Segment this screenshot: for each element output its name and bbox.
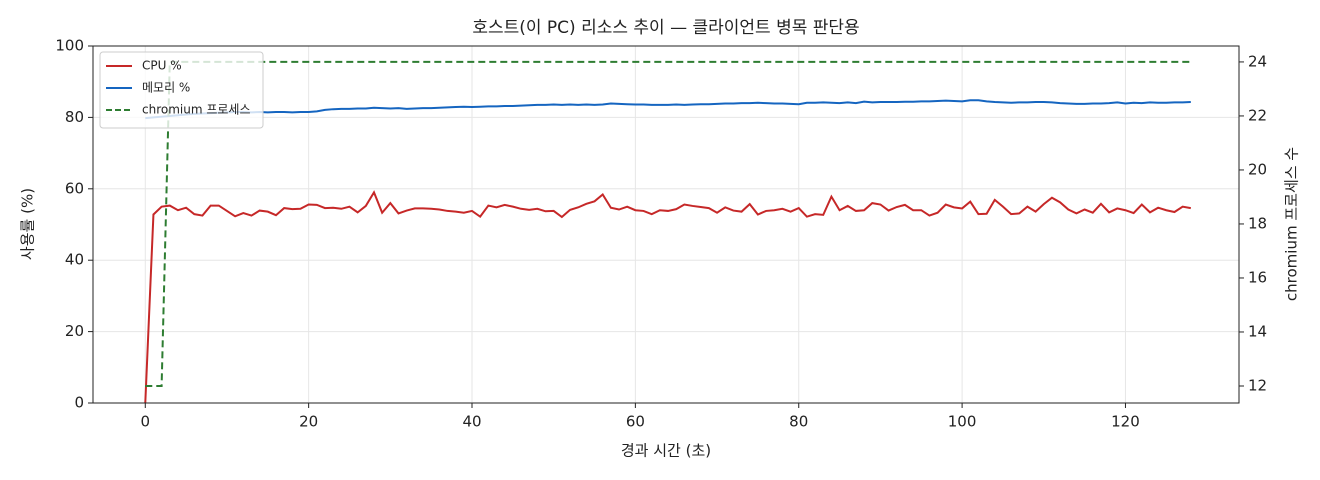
y-tick-label: 20 [65, 322, 84, 340]
series-line [145, 60, 1191, 387]
y2-tick-label: 20 [1248, 160, 1267, 178]
y2-tick-label: 18 [1248, 214, 1267, 232]
y-tick-label: 100 [55, 37, 84, 55]
series-line [145, 99, 1191, 120]
y-tick-label: 60 [65, 179, 84, 197]
legend-box [99, 51, 264, 129]
x-tick-label: 60 [626, 413, 645, 431]
y-tick-label: 40 [65, 251, 84, 269]
grid [93, 45, 1239, 404]
y2-tick-label: 16 [1248, 268, 1267, 286]
y2-tick-label: 12 [1248, 376, 1267, 394]
legend-label: chromium 프로세스 [142, 103, 251, 117]
x-tick-label: 40 [462, 413, 481, 431]
chart-title: 호스트(이 PC) 리소스 추이 — 클라이언트 병목 판단용 [472, 18, 859, 38]
series-line [144, 190, 1191, 404]
y2-tick-label: 24 [1248, 52, 1267, 70]
y-axis-label: 사용률 (%) [19, 188, 37, 260]
legend-label: 메모리 % [142, 81, 190, 95]
y-tick-label: 80 [65, 108, 84, 126]
x-tick-label: 0 [141, 413, 151, 431]
plot-frame [92, 45, 1240, 404]
x-axis-label: 경과 시간 (초) [621, 442, 711, 460]
y2-tick-label: 14 [1248, 322, 1267, 340]
y2-axis-label: chromium 프로세스 수 [1283, 147, 1301, 301]
y-tick-label: 0 [74, 394, 84, 412]
y2-tick-label: 22 [1248, 106, 1267, 124]
x-tick-label: 80 [789, 413, 808, 431]
legend-label: CPU % [142, 59, 182, 73]
x-tick-label: 120 [1111, 413, 1140, 431]
x-tick-label: 100 [948, 413, 977, 431]
x-tick-label: 20 [299, 413, 318, 431]
